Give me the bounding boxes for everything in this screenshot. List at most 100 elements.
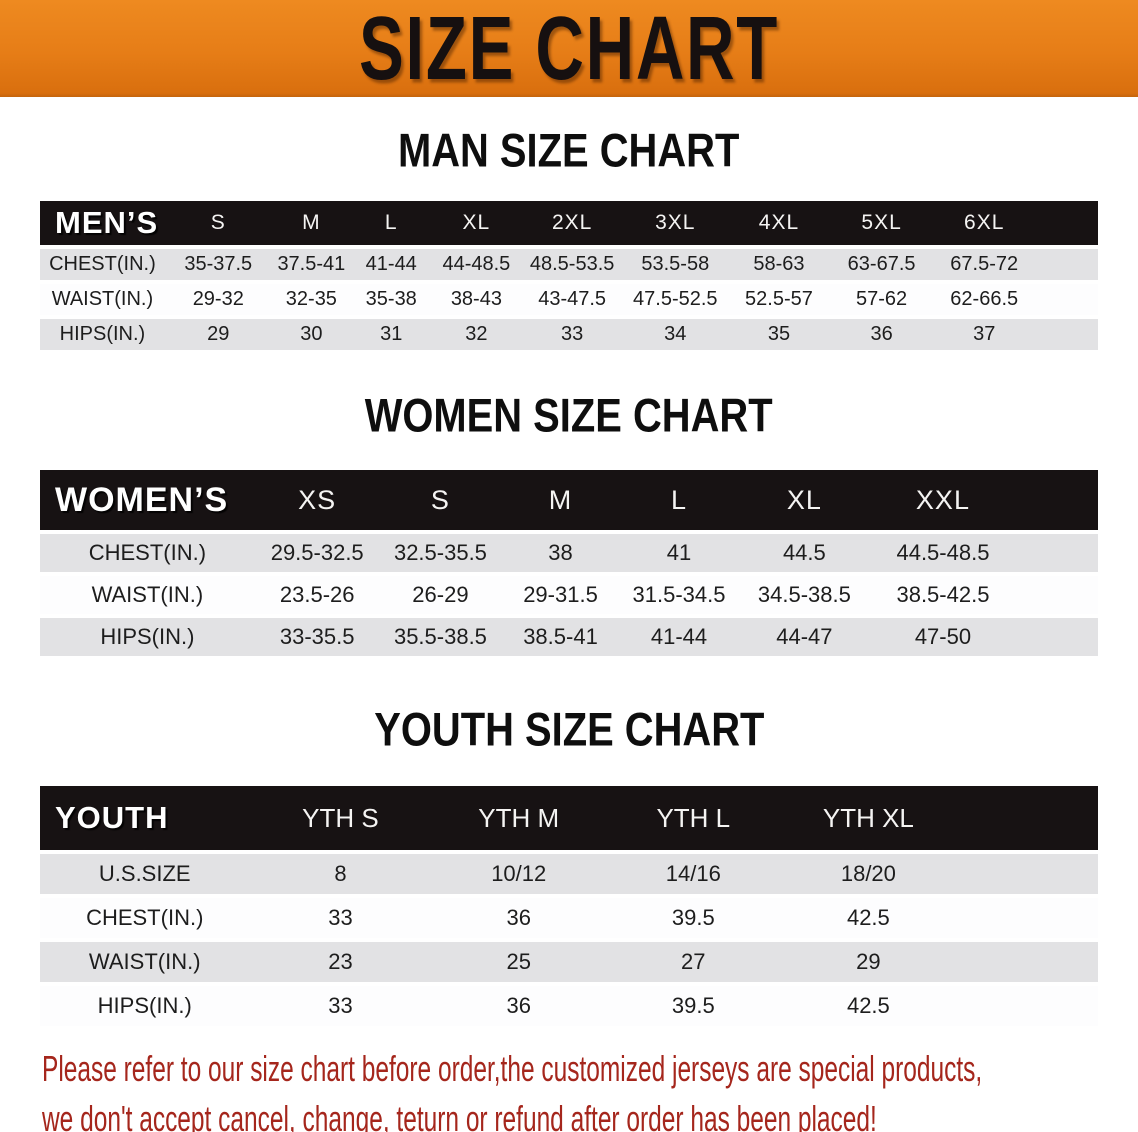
women-size-column-m: M bbox=[501, 470, 620, 530]
men-chestin-m: 37.5-41 bbox=[271, 249, 352, 280]
youth-row-filler bbox=[956, 942, 1098, 982]
women-table-header-row: WOMEN’S XS S M L XL XXL bbox=[40, 470, 1098, 530]
women-row-filler bbox=[1015, 534, 1098, 572]
women-header-filler bbox=[1015, 470, 1098, 530]
men-row-label-hipsin: HIPS(IN.) bbox=[40, 319, 165, 350]
disclaimer-line-2: we don't accept cancel, change, teturn o… bbox=[42, 1098, 877, 1132]
men-row-label-chestin: CHEST(IN.) bbox=[40, 249, 165, 280]
men-size-column-s: S bbox=[164, 201, 272, 245]
men-waistin-s: 29-32 bbox=[164, 284, 272, 315]
youth-ussize-yths: 8 bbox=[249, 854, 432, 894]
women-size-column-xxl: XXL bbox=[870, 470, 1016, 530]
youth-ussize-ythm: 10/12 bbox=[431, 854, 606, 894]
men-hipsin-s: 29 bbox=[164, 319, 272, 350]
men-row-label-waistin: WAIST(IN.) bbox=[40, 284, 165, 315]
youth-ussize-ythxl: 18/20 bbox=[780, 854, 957, 894]
men-waistin-m: 32-35 bbox=[271, 284, 352, 315]
men-size-column-3xl: 3XL bbox=[622, 201, 728, 245]
women-chart-title: WOMEN SIZE CHART bbox=[365, 389, 773, 442]
women-chestin-xxl: 44.5-48.5 bbox=[870, 534, 1016, 572]
youth-size-table: YOUTH YTH S YTH M YTH L YTH XL U.S.SIZE 8 10/12… bbox=[40, 782, 1098, 1030]
women-hipsin-s: 35.5-38.5 bbox=[379, 618, 502, 656]
youth-hipsin-yths: 33 bbox=[249, 986, 432, 1026]
women-hipsin-xxl: 47-50 bbox=[870, 618, 1016, 656]
men-waistin-2xl: 43-47.5 bbox=[521, 284, 623, 315]
youth-chestin-ythxl: 42.5 bbox=[780, 898, 957, 938]
men-size-column-xl: XL bbox=[431, 201, 522, 245]
women-row-label-hipsin: HIPS(IN.) bbox=[40, 618, 255, 656]
youth-hipsin-ythl: 39.5 bbox=[606, 986, 781, 1026]
youth-chart-title: YOUTH SIZE CHART bbox=[373, 703, 765, 756]
men-table-corner-label: MEN’S bbox=[40, 201, 165, 245]
youth-size-column-ythm: YTH M bbox=[431, 786, 606, 850]
men-row-chestin: CHEST(IN.) 35-37.5 37.5-41 41-44 44-48.5 48.5… bbox=[40, 249, 1098, 280]
men-size-column-5xl: 5XL bbox=[830, 201, 933, 245]
youth-table-corner-label: YOUTH bbox=[40, 786, 250, 850]
women-row-filler bbox=[1015, 576, 1098, 614]
men-chestin-3xl: 53.5-58 bbox=[622, 249, 728, 280]
women-waistin-xxl: 38.5-42.5 bbox=[870, 576, 1016, 614]
men-row-hipsin: HIPS(IN.) 29 30 31 32 33 34 35 36 37 bbox=[40, 319, 1098, 350]
men-waistin-4xl: 52.5-57 bbox=[727, 284, 831, 315]
youth-row-filler bbox=[956, 854, 1098, 894]
youth-waistin-ythm: 25 bbox=[431, 942, 606, 982]
men-hipsin-3xl: 34 bbox=[622, 319, 728, 350]
youth-size-column-ythl: YTH L bbox=[606, 786, 781, 850]
men-size-column-6xl: 6XL bbox=[932, 201, 1036, 245]
women-hipsin-xl: 44-47 bbox=[738, 618, 871, 656]
women-hipsin-l: 41-44 bbox=[619, 618, 739, 656]
men-chestin-5xl: 63-67.5 bbox=[830, 249, 933, 280]
men-waistin-5xl: 57-62 bbox=[830, 284, 933, 315]
youth-chestin-yths: 33 bbox=[249, 898, 432, 938]
men-chestin-2xl: 48.5-53.5 bbox=[521, 249, 623, 280]
women-waistin-m: 29-31.5 bbox=[501, 576, 620, 614]
men-chestin-l: 41-44 bbox=[351, 249, 432, 280]
women-row-waistin: WAIST(IN.) 23.5-26 26-29 29-31.5 31.5-34.5 34… bbox=[40, 576, 1098, 614]
men-chestin-4xl: 58-63 bbox=[727, 249, 831, 280]
youth-row-label-chestin: CHEST(IN.) bbox=[40, 898, 250, 938]
youth-header-filler bbox=[956, 786, 1098, 850]
women-row-hipsin: HIPS(IN.) 33-35.5 35.5-38.5 38.5-41 41-44 44-… bbox=[40, 618, 1098, 656]
men-hipsin-xl: 32 bbox=[431, 319, 522, 350]
men-chestin-s: 35-37.5 bbox=[164, 249, 272, 280]
women-chestin-s: 32.5-35.5 bbox=[379, 534, 502, 572]
women-table-corner-label: WOMEN’S bbox=[40, 470, 255, 530]
women-chestin-m: 38 bbox=[501, 534, 620, 572]
size-chart-banner: SIZE CHART bbox=[0, 0, 1138, 98]
men-chestin-xl: 44-48.5 bbox=[431, 249, 522, 280]
men-row-filler bbox=[1035, 284, 1098, 315]
youth-row-chestin: CHEST(IN.) 33 36 39.5 42.5 bbox=[40, 898, 1098, 938]
men-row-waistin: WAIST(IN.) 29-32 32-35 35-38 38-43 43-47.5 47.… bbox=[40, 284, 1098, 315]
youth-waistin-yths: 23 bbox=[249, 942, 432, 982]
women-hipsin-m: 38.5-41 bbox=[501, 618, 620, 656]
women-size-column-l: L bbox=[619, 470, 739, 530]
youth-waistin-ythxl: 29 bbox=[780, 942, 957, 982]
women-size-column-xs: XS bbox=[254, 470, 380, 530]
women-chestin-xs: 29.5-32.5 bbox=[254, 534, 380, 572]
men-hipsin-2xl: 33 bbox=[521, 319, 623, 350]
women-chestin-l: 41 bbox=[619, 534, 739, 572]
women-size-table: WOMEN’S XS S M L XL XXL CHEST(IN.) 29.5-32.5 32.5… bbox=[40, 466, 1098, 660]
men-row-filler bbox=[1035, 249, 1098, 280]
youth-hipsin-ythxl: 42.5 bbox=[780, 986, 957, 1026]
men-hipsin-l: 31 bbox=[351, 319, 432, 350]
women-waistin-xs: 23.5-26 bbox=[254, 576, 380, 614]
women-chestin-xl: 44.5 bbox=[738, 534, 871, 572]
men-waistin-3xl: 47.5-52.5 bbox=[622, 284, 728, 315]
men-chart-title: MAN SIZE CHART bbox=[398, 124, 740, 177]
men-size-table: MEN’S S M L XL 2XL 3XL 4XL 5XL 6XL CHEST(IN.) 35-37… bbox=[40, 197, 1098, 354]
men-hipsin-m: 30 bbox=[271, 319, 352, 350]
men-hipsin-4xl: 35 bbox=[727, 319, 831, 350]
youth-row-ussize: U.S.SIZE 8 10/12 14/16 18/20 bbox=[40, 854, 1098, 894]
men-waistin-xl: 38-43 bbox=[431, 284, 522, 315]
women-size-column-s: S bbox=[379, 470, 502, 530]
women-row-chestin: CHEST(IN.) 29.5-32.5 32.5-35.5 38 41 44.5 44.5… bbox=[40, 534, 1098, 572]
men-waistin-6xl: 62-66.5 bbox=[932, 284, 1036, 315]
men-waistin-l: 35-38 bbox=[351, 284, 432, 315]
youth-chestin-ythl: 39.5 bbox=[606, 898, 781, 938]
men-size-column-4xl: 4XL bbox=[727, 201, 831, 245]
youth-size-chart-section: YOUTH SIZE CHART YOUTH YTH S YTH M YTH L YTH… bbox=[0, 703, 1138, 1030]
youth-row-filler bbox=[956, 986, 1098, 1026]
men-row-filler bbox=[1035, 319, 1098, 350]
banner-title: SIZE CHART bbox=[359, 0, 779, 98]
